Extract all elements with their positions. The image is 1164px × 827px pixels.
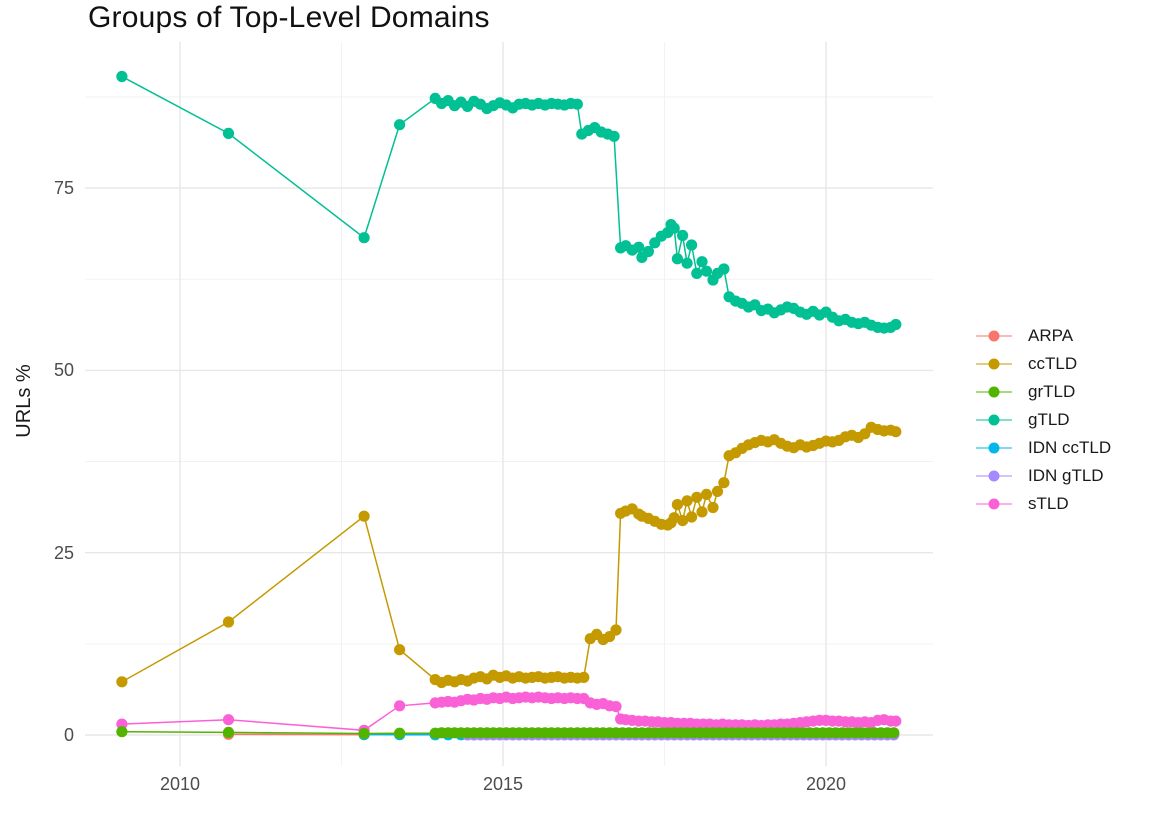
legend-item-cctld: ccTLD	[976, 350, 1111, 378]
legend-marker-icon	[976, 498, 1012, 511]
y-tick-label-75: 75	[53, 178, 74, 199]
x-tick-label-2010: 2010	[159, 774, 201, 794]
chart-title: Groups of Top-Level Domains	[88, 1, 490, 34]
legend-item-idn-cctld: IDN ccTLD	[976, 434, 1111, 462]
legend-label: IDN gTLD	[1028, 466, 1104, 485]
series-cctld	[116, 421, 902, 689]
legend-label: gTLD	[1028, 410, 1070, 429]
legend-label: ccTLD	[1028, 354, 1078, 373]
legend-item-idn-gtld: IDN gTLD	[976, 462, 1111, 490]
series-grtld	[116, 726, 900, 740]
x-tick-label-2015: 2015	[482, 774, 524, 794]
series-gtld	[116, 70, 902, 334]
legend-label: grTLD	[1028, 382, 1076, 401]
legend-label: ARPA	[1028, 326, 1074, 345]
x-tick-label-2020: 2020	[805, 774, 847, 794]
legend-item-gtld: gTLD	[976, 406, 1111, 434]
y-tick-label-0: 0	[63, 725, 74, 745]
gridlines-minor	[85, 42, 933, 766]
legend: ARPA ccTLD grTLD gTLD IDN ccTLD IDN gTLD sTLD	[976, 322, 1111, 518]
legend-marker-icon	[976, 358, 1012, 371]
legend-marker-icon	[976, 330, 1012, 343]
legend-item-grtld: grTLD	[976, 378, 1111, 406]
gridlines-major	[85, 42, 933, 766]
legend-item-arpa: ARPA	[976, 322, 1111, 350]
y-tick-label-25: 25	[53, 542, 74, 563]
legend-marker-icon	[976, 386, 1012, 399]
legend-item-stld: sTLD	[976, 490, 1111, 518]
series-arpa	[222, 728, 370, 741]
legend-marker-icon	[976, 414, 1012, 427]
legend-label: sTLD	[1028, 494, 1069, 513]
legend-label: IDN ccTLD	[1028, 438, 1112, 457]
y-tick-label-50: 50	[53, 360, 74, 381]
legend-marker-icon	[976, 470, 1012, 483]
legend-marker-icon	[976, 442, 1012, 455]
